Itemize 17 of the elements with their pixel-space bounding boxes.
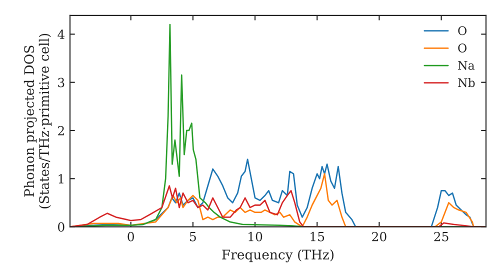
x-tick-label: 25	[434, 232, 448, 242]
x-tick-label: 15	[310, 232, 324, 242]
y-tick-label: 2	[58, 126, 64, 136]
x-tick-label: 10	[248, 232, 262, 242]
y-axis-title: Phonon projected DOS (States/THz·primitive cell)	[24, 34, 52, 208]
legend-label: Nb	[458, 78, 475, 88]
legend-label: O	[458, 44, 467, 52]
y-tick-label: 0	[58, 222, 64, 232]
x-tick-label: 5	[190, 232, 196, 242]
y-tick-label: 3	[58, 78, 64, 88]
x-tick-label: 20	[372, 232, 386, 242]
x-tick-label: 0	[128, 232, 134, 242]
legend-label: O	[458, 26, 467, 36]
y-tick-label: 1	[58, 174, 64, 184]
y-tick-label: 4	[58, 30, 65, 39]
x-axis-title: Frequency (THz)	[222, 249, 334, 262]
legend-label: Na	[458, 61, 475, 70]
